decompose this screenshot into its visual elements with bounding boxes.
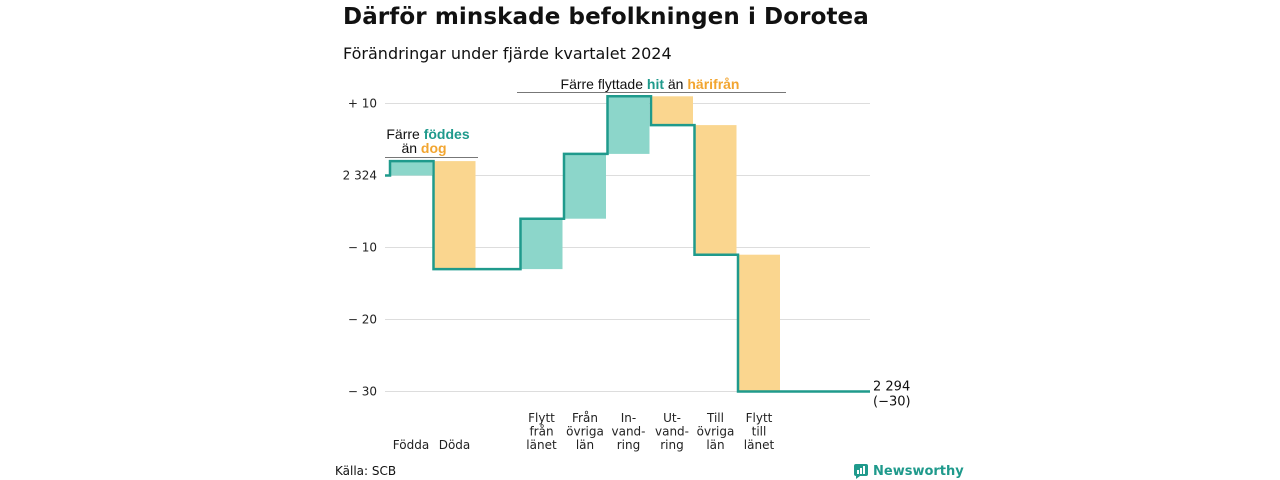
x-category-label: Döda	[439, 438, 471, 452]
x-category-label: Ut-vand-ring	[655, 411, 689, 452]
waterfall-bar	[694, 125, 737, 255]
x-category-label: In-vand-ring	[611, 411, 645, 452]
y-tick-label: 2 324	[343, 169, 377, 183]
annotation-migration: Färre flyttade hit än härifrån	[561, 76, 740, 92]
waterfall-bar	[433, 161, 476, 270]
y-tick-label: + 10	[348, 97, 377, 111]
chart-subtitle: Förändringar under fjärde kvartalet 2024	[343, 44, 672, 63]
x-category-label: Till övriga län	[697, 411, 735, 452]
waterfall-bar	[738, 254, 780, 392]
waterfall-bar	[607, 96, 650, 154]
brand-logo: Newsworthy	[854, 462, 964, 480]
waterfall-bar	[390, 161, 432, 176]
y-tick-label: − 20	[348, 313, 377, 327]
x-category-label: Flytt till länet	[744, 411, 775, 452]
x-category-label: Flytt från länet	[526, 411, 557, 452]
waterfall-bar	[651, 96, 693, 126]
brand-name: Newsworthy	[873, 463, 964, 479]
source-label: Källa: SCB	[335, 464, 397, 478]
x-category-label: Från övriga län	[566, 411, 604, 452]
newsworthy-logo-icon	[854, 463, 868, 479]
waterfall-bar	[520, 218, 563, 270]
annotation-births-deaths: Färre föddes	[386, 126, 469, 142]
chart-title: Därför minskade befolkningen i Dorotea	[343, 4, 869, 30]
annotation-births-deaths-line2: än dog	[401, 140, 446, 156]
end-value-label: 2 294	[873, 380, 910, 395]
y-tick-label: − 30	[348, 385, 377, 399]
waterfall-bar	[564, 153, 606, 219]
x-category-label: Födda	[393, 438, 429, 452]
waterfall-chart: + 10 2 324 − 10 − 20 − 30 Födda Döda Flytt från l…	[343, 76, 911, 452]
running-total-line	[385, 95, 870, 393]
y-tick-label: − 10	[348, 241, 377, 255]
end-change-label: (−30)	[873, 395, 911, 410]
